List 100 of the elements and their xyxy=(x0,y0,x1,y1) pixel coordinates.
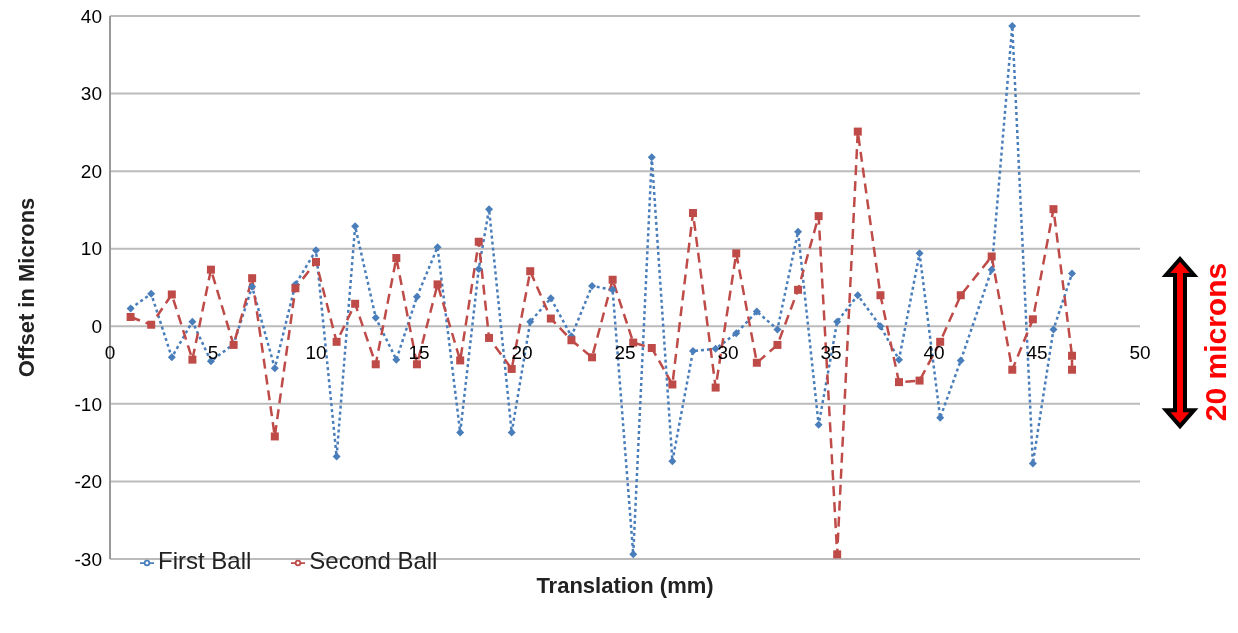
y-tick-label: -30 xyxy=(74,548,102,570)
point xyxy=(147,289,156,298)
point xyxy=(412,360,421,369)
point xyxy=(456,428,465,437)
point xyxy=(1049,205,1058,214)
x-tick-label: 10 xyxy=(305,342,327,364)
point xyxy=(853,291,862,300)
point xyxy=(433,243,442,252)
point xyxy=(1049,325,1058,334)
point xyxy=(507,428,516,437)
point xyxy=(752,358,761,367)
point xyxy=(668,457,677,466)
point xyxy=(853,127,862,136)
point xyxy=(1028,315,1037,324)
point xyxy=(126,312,135,321)
x-tick-label: 25 xyxy=(614,342,636,364)
point xyxy=(433,280,442,289)
point xyxy=(688,209,697,218)
point xyxy=(546,294,555,303)
point xyxy=(270,432,279,441)
point xyxy=(608,285,617,294)
point xyxy=(732,329,741,338)
point xyxy=(814,420,823,429)
point xyxy=(567,336,576,345)
point xyxy=(1008,365,1017,374)
point xyxy=(412,292,421,301)
point xyxy=(312,257,320,266)
point xyxy=(474,264,483,273)
point xyxy=(248,282,257,291)
point xyxy=(248,274,257,283)
point xyxy=(270,364,279,373)
x-tick-label: 0 xyxy=(104,342,116,364)
y-axis-title: Offset in Microns xyxy=(13,197,39,378)
point xyxy=(312,246,320,255)
point xyxy=(1068,351,1077,360)
text: 20 microns xyxy=(1199,262,1232,424)
point xyxy=(629,550,638,559)
point xyxy=(456,356,465,365)
point xyxy=(711,383,720,392)
point xyxy=(647,153,656,162)
x-tick-label: 35 xyxy=(820,342,842,364)
point xyxy=(507,364,516,373)
x-tick-label: 15 xyxy=(408,342,430,364)
point xyxy=(332,337,341,346)
point xyxy=(147,320,156,329)
point xyxy=(894,355,903,364)
point xyxy=(732,249,741,258)
x-tick-label: 50 xyxy=(1129,342,1151,364)
y-tick-label: 0 xyxy=(91,316,102,338)
point xyxy=(608,275,617,284)
point xyxy=(1028,459,1037,468)
point xyxy=(485,333,494,342)
point xyxy=(773,340,782,349)
x-tick-label: 45 xyxy=(1026,342,1048,364)
point xyxy=(588,353,597,362)
x-tick-label: 30 xyxy=(717,342,739,364)
point xyxy=(833,317,842,326)
point xyxy=(392,254,401,263)
x-tick-label: 40 xyxy=(923,342,945,364)
x-axis-title: Translation (mm) xyxy=(536,573,714,598)
y-tick-label: -20 xyxy=(74,471,102,493)
x-tick-label: 5 xyxy=(207,342,219,364)
point xyxy=(291,284,300,293)
y-tick-label: 20 xyxy=(80,160,102,182)
point xyxy=(629,338,638,347)
legend-label: Second Ball xyxy=(309,547,438,574)
point xyxy=(126,304,135,313)
point xyxy=(588,281,597,290)
point xyxy=(956,291,965,300)
point xyxy=(206,265,215,274)
legend-label: First Ball xyxy=(158,547,252,574)
point xyxy=(688,347,697,356)
point xyxy=(474,237,483,246)
point xyxy=(752,307,761,316)
point xyxy=(647,344,656,353)
point xyxy=(773,325,782,334)
point xyxy=(894,378,903,387)
point xyxy=(876,322,885,331)
point xyxy=(188,355,197,364)
point xyxy=(668,380,677,389)
point xyxy=(371,313,380,322)
point xyxy=(915,376,924,385)
point xyxy=(167,353,176,362)
y-tick-label: 10 xyxy=(80,238,102,260)
point xyxy=(485,205,494,214)
point xyxy=(876,291,885,300)
point xyxy=(392,355,401,364)
point xyxy=(794,227,803,236)
point xyxy=(371,360,380,369)
point xyxy=(987,252,996,261)
y-tick-label: 40 xyxy=(80,5,102,27)
x-tick-label: 20 xyxy=(511,342,533,364)
point xyxy=(351,222,360,231)
point xyxy=(956,356,965,365)
point xyxy=(833,550,842,559)
point xyxy=(188,317,197,326)
point xyxy=(987,265,996,274)
point xyxy=(526,267,535,276)
y-tick-label: 30 xyxy=(80,83,102,105)
point xyxy=(1068,365,1077,374)
